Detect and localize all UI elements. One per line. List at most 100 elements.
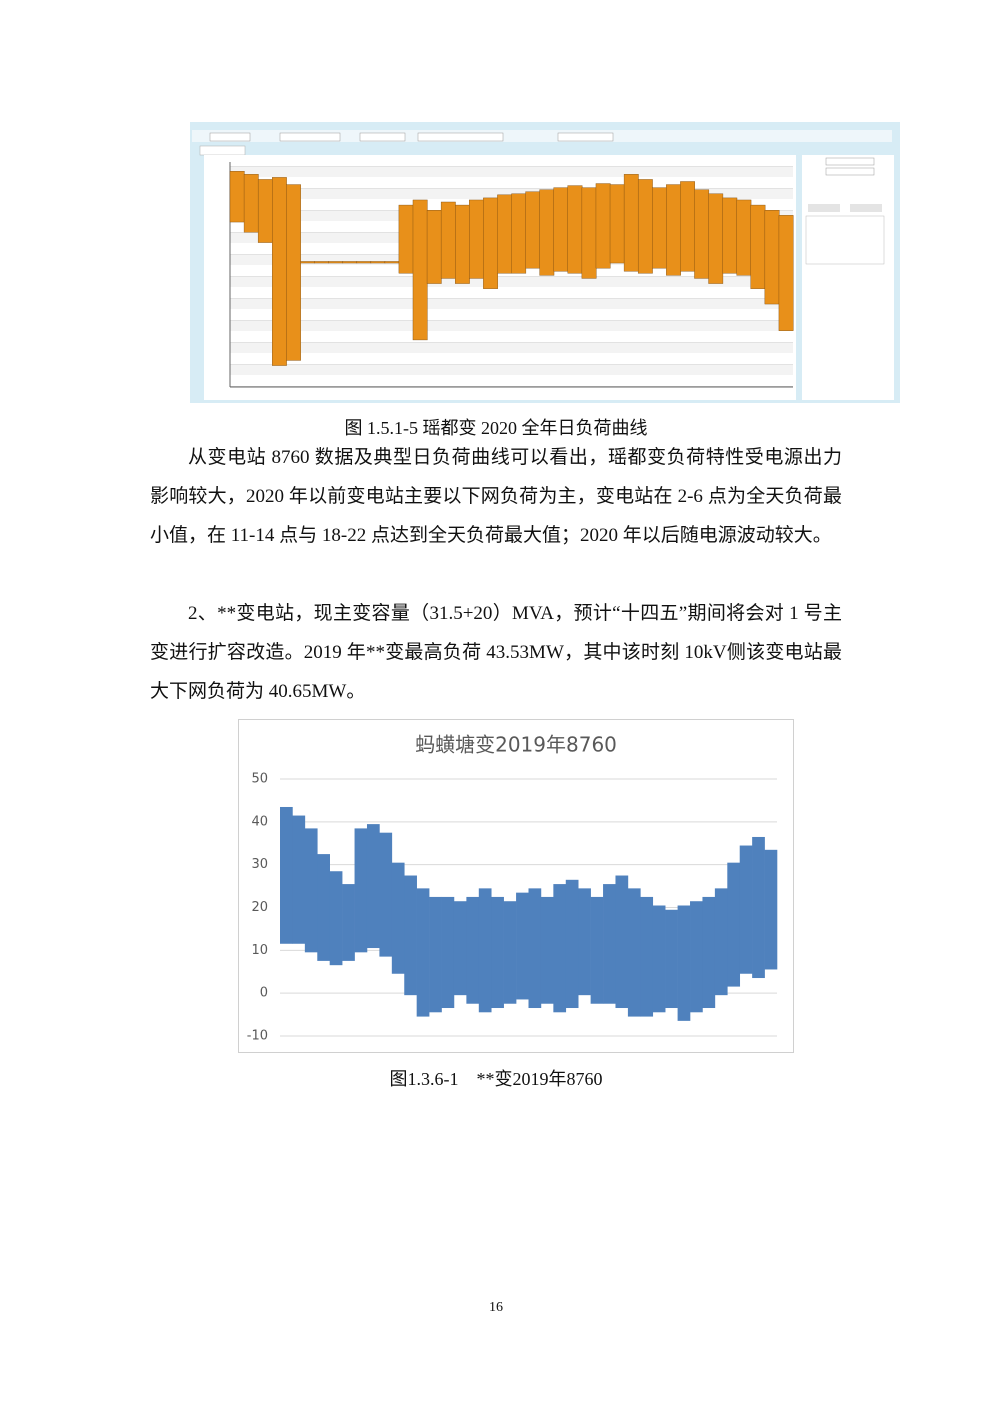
- load-range: [391, 862, 405, 974]
- load-range: [466, 896, 480, 1004]
- load-range: [567, 185, 583, 274]
- load-range: [652, 187, 667, 269]
- load-range: [503, 901, 517, 1004]
- load-range: [300, 261, 315, 264]
- load-range: [581, 187, 597, 279]
- load-range: [640, 896, 654, 1017]
- field: [825, 167, 875, 176]
- load-range: [286, 184, 301, 361]
- load-range: [292, 815, 306, 944]
- button: [850, 204, 882, 212]
- y-tick-label: 10: [251, 943, 268, 958]
- y-tick-label: 20: [251, 900, 268, 915]
- load-range: [280, 806, 293, 944]
- load-range: [272, 177, 287, 366]
- load-range: [680, 181, 695, 272]
- load-range: [764, 209, 780, 305]
- load-range: [702, 896, 716, 1009]
- field: [417, 132, 504, 142]
- load-range: [304, 828, 318, 953]
- load-range: [342, 884, 355, 961]
- caption: 图1.3.6-1 **变2019年8760: [389, 1069, 603, 1089]
- load-range: [511, 193, 527, 274]
- y-tick-label: 40: [251, 814, 268, 829]
- load-range: [379, 832, 393, 957]
- load-range: [778, 215, 794, 331]
- load-range: [370, 261, 386, 264]
- load-range: [354, 828, 368, 953]
- load-range: [739, 845, 753, 974]
- paragraph: 从变电站 8760 数据及典型日负荷曲线可以看出，瑶都变负荷特性受电源出力影响较…: [150, 447, 842, 546]
- load-range: [540, 896, 554, 1004]
- load-range: [750, 204, 766, 289]
- load-range: [404, 875, 417, 996]
- paragraph: 2、**变电站，现主变容量（31.5+20）MVA，预计“十四五”期间将会对 1…: [150, 603, 842, 702]
- field: [279, 132, 341, 142]
- load-range: [455, 204, 470, 284]
- load-range: [497, 194, 512, 274]
- load-range: [478, 888, 492, 1013]
- load-range: [553, 187, 569, 272]
- load-range: [328, 261, 344, 264]
- y-tick-label: 30: [251, 857, 268, 872]
- load-range: [615, 875, 629, 1009]
- load-range: [243, 174, 259, 233]
- load-range: [491, 896, 504, 1009]
- load-range: [257, 179, 273, 243]
- load-range: [553, 884, 567, 1013]
- load-range: [398, 204, 414, 274]
- load-range: [516, 892, 529, 1000]
- load-range: [677, 905, 691, 1021]
- load-range: [329, 871, 343, 966]
- load-range: [317, 854, 330, 961]
- load-range: [416, 888, 430, 1017]
- load-range: [714, 888, 728, 996]
- button: [808, 204, 840, 212]
- side-panel: [802, 155, 894, 400]
- load-range: [736, 199, 752, 276]
- load-range: [453, 901, 467, 996]
- y-tick-label: 0: [260, 986, 268, 1001]
- field: [557, 132, 614, 142]
- page-number: 16: [489, 1300, 503, 1315]
- load-range: [342, 261, 358, 264]
- load-range: [441, 896, 455, 1009]
- load-range: [578, 888, 591, 996]
- load-range: [690, 901, 703, 1013]
- load-range: [708, 193, 724, 284]
- load-range: [366, 824, 380, 949]
- info-table: [805, 215, 885, 265]
- load-range: [595, 183, 611, 269]
- load-range: [440, 201, 456, 279]
- field: [825, 157, 875, 166]
- load-range: [229, 171, 245, 223]
- load-range: [469, 199, 484, 279]
- load-range: [623, 174, 639, 272]
- chart-title: 蚂蟥塘变2019年8760: [415, 733, 617, 757]
- load-range: [314, 261, 330, 264]
- load-range: [590, 896, 604, 1004]
- load-range: [525, 191, 541, 269]
- caption: 图 1.5.1-5 瑶都变 2020 全年日负荷曲线: [344, 418, 648, 438]
- load-range: [666, 184, 681, 276]
- load-range: [384, 261, 400, 264]
- load-range: [483, 197, 498, 289]
- load-range: [412, 199, 428, 341]
- chart: 蚂蟥塘变2019年8760 -10 0 10 20 30 40 50: [238, 719, 794, 1053]
- field: [209, 132, 251, 142]
- tab: [199, 145, 246, 156]
- load-range: [722, 197, 738, 274]
- load-range: [603, 884, 616, 1004]
- load-range: [609, 184, 625, 264]
- load-range: [528, 888, 542, 1009]
- load-range: [539, 189, 555, 276]
- field: [359, 132, 406, 142]
- load-range: [426, 209, 442, 284]
- y-tick-label: -10: [247, 1029, 268, 1044]
- load-range: [727, 862, 741, 987]
- load-range: [652, 905, 666, 1013]
- load-range: [665, 909, 678, 1009]
- load-range: [356, 261, 372, 264]
- load-range: [694, 189, 710, 279]
